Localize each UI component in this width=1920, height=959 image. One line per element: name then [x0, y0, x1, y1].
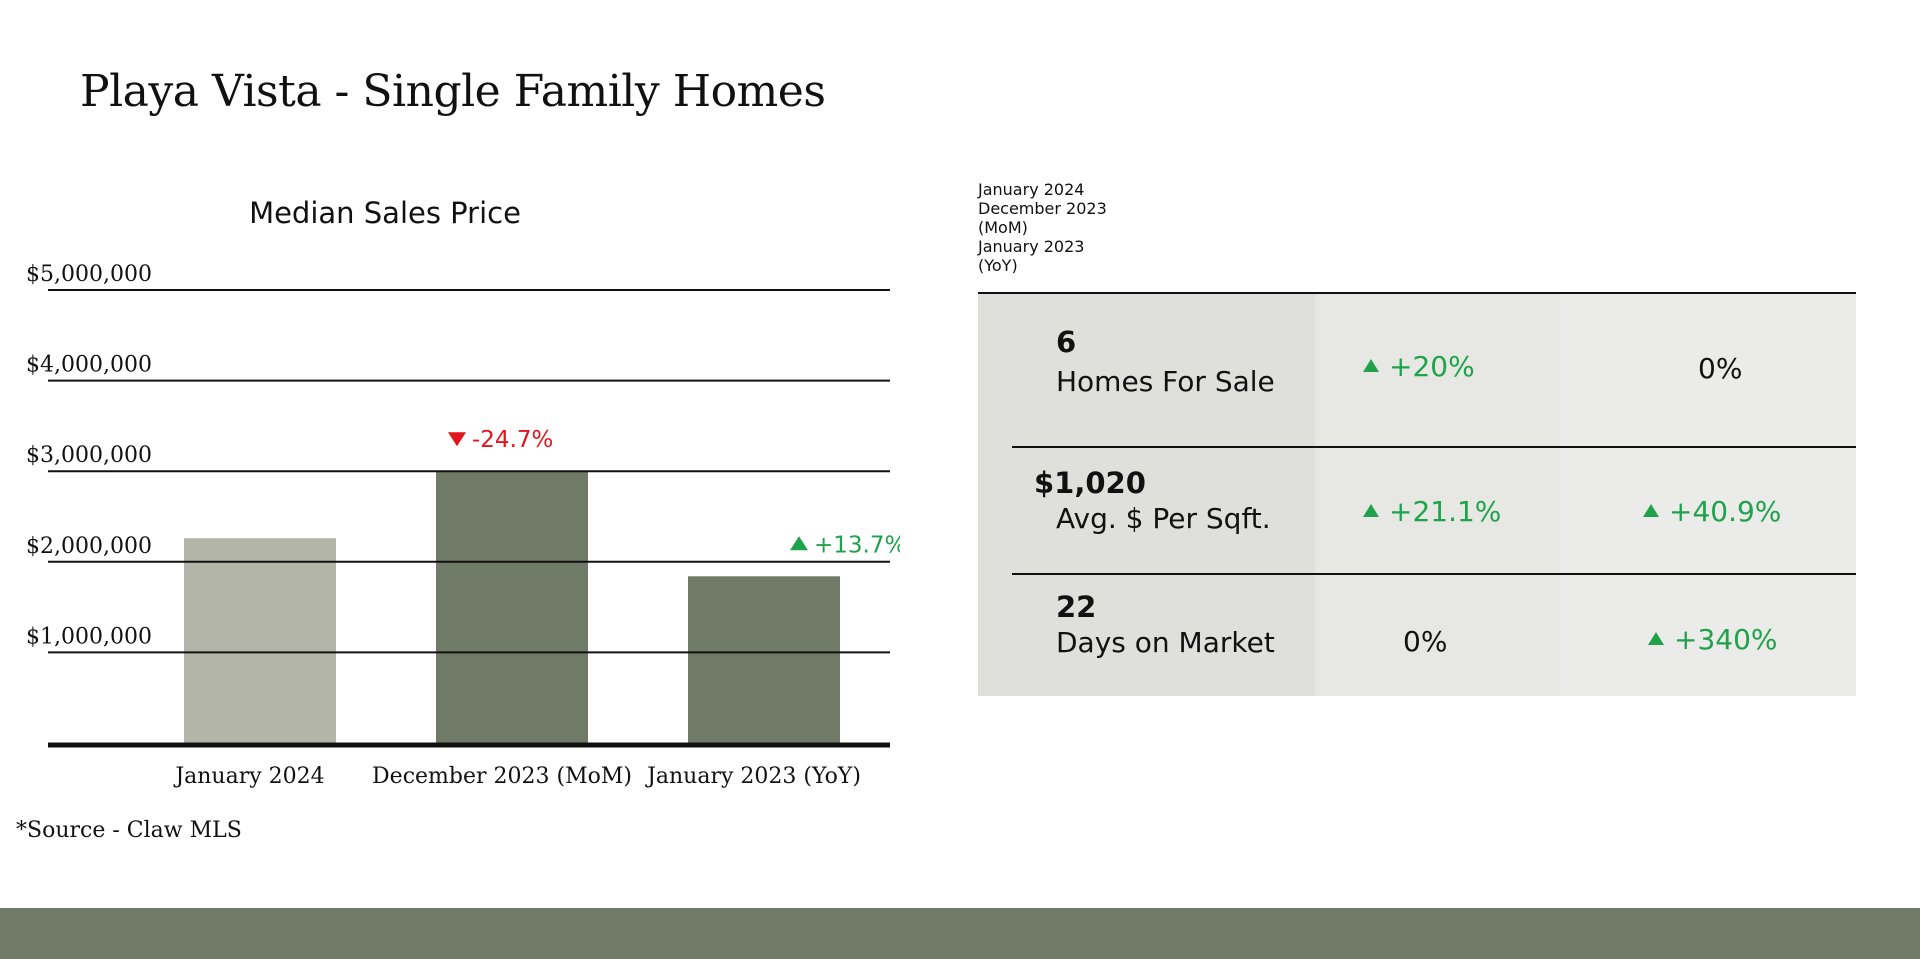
up-arrow-icon [1363, 358, 1379, 372]
footer-band [0, 908, 1920, 959]
col-bg-mom [1315, 294, 1560, 696]
chart-title: Median Sales Price [249, 196, 521, 230]
down-arrow-icon [448, 432, 466, 447]
median-sales-price-chart: $1,000,000 $2,000,000 $3,000,000 $4,000,000… [26, 262, 900, 789]
bar [184, 538, 336, 743]
metric-value: $1,020 [1034, 466, 1146, 500]
bar [436, 471, 588, 743]
y-tick-label: $4,000,000 [26, 353, 152, 378]
y-tick-label: $3,000,000 [26, 443, 152, 468]
y-tick-label: $1,000,000 [26, 624, 152, 649]
metric-label: Avg. $ Per Sqft. [1056, 502, 1271, 535]
bar [688, 576, 840, 743]
col-bg-yoy [1560, 294, 1856, 696]
yoy-change: +340% [1648, 623, 1778, 656]
row-divider [1012, 573, 1856, 575]
header-mom: December 2023 (MoM) [978, 199, 1107, 237]
header-yoy: January 2023 (YoY) [978, 237, 1085, 275]
up-arrow-icon [1363, 503, 1379, 517]
metric-label: Days on Market [1056, 626, 1275, 659]
yoy-change: +40.9% [1643, 495, 1781, 528]
metric-value: 22 [1056, 590, 1097, 624]
mom-change: 0% [1403, 625, 1448, 658]
source-note: *Source - Claw MLS [16, 818, 242, 843]
metric-row: $1,020 Avg. $ Per Sqft. [1034, 466, 1271, 535]
header-current: January 2024 [978, 180, 1085, 199]
up-arrow-icon [790, 536, 808, 551]
mom-change: +21.1% [1363, 495, 1501, 528]
header-rule [978, 292, 1856, 294]
col-bg-current [978, 294, 1315, 696]
page-title: Playa Vista - Single Family Homes [80, 66, 826, 117]
metric-row: 22 Days on Market [1056, 590, 1275, 659]
data-label: +13.7% [814, 532, 900, 558]
data-label: -24.7% [472, 427, 553, 453]
row-divider [1012, 446, 1856, 448]
x-tick-label: December 2023 (MoM) [372, 764, 632, 789]
up-arrow-icon [1643, 503, 1659, 517]
metric-label: Homes For Sale [1056, 365, 1275, 398]
stats-table: January 2024 December 2023 (MoM) January… [978, 180, 1856, 696]
metric-row: 6 Homes For Sale [1056, 325, 1275, 398]
mom-change: +20% [1363, 350, 1475, 383]
up-arrow-icon [1648, 631, 1664, 645]
x-tick-label: January 2024 [173, 764, 324, 789]
y-tick-label: $2,000,000 [26, 534, 152, 559]
yoy-change: 0% [1698, 352, 1743, 385]
y-tick-label: $5,000,000 [26, 262, 152, 287]
metric-value: 6 [1056, 325, 1077, 359]
x-tick-label: January 2023 (YoY) [645, 764, 861, 789]
